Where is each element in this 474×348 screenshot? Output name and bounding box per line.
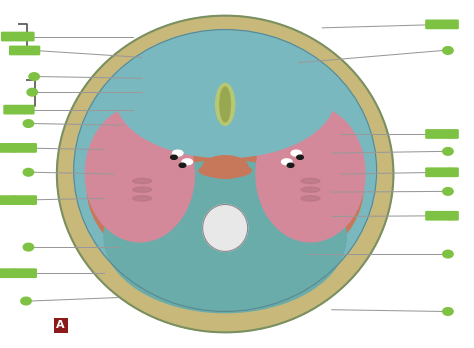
- Ellipse shape: [287, 163, 294, 167]
- Circle shape: [443, 308, 453, 315]
- Circle shape: [445, 21, 456, 28]
- Circle shape: [8, 269, 18, 277]
- Ellipse shape: [202, 156, 247, 179]
- Circle shape: [445, 168, 456, 176]
- Circle shape: [445, 130, 456, 138]
- Ellipse shape: [133, 187, 152, 192]
- Ellipse shape: [73, 30, 376, 311]
- Ellipse shape: [171, 155, 177, 159]
- Ellipse shape: [301, 178, 320, 184]
- FancyBboxPatch shape: [1, 32, 35, 41]
- Ellipse shape: [216, 84, 235, 125]
- Circle shape: [8, 196, 18, 204]
- Circle shape: [443, 250, 453, 258]
- Ellipse shape: [301, 196, 320, 201]
- Ellipse shape: [301, 187, 320, 192]
- Ellipse shape: [133, 196, 152, 201]
- Circle shape: [29, 73, 39, 80]
- Ellipse shape: [297, 155, 303, 159]
- Circle shape: [443, 47, 453, 54]
- Ellipse shape: [57, 16, 393, 332]
- Circle shape: [8, 144, 18, 152]
- Circle shape: [15, 33, 25, 40]
- Circle shape: [23, 243, 34, 251]
- FancyBboxPatch shape: [3, 105, 35, 114]
- FancyBboxPatch shape: [0, 143, 37, 153]
- Circle shape: [24, 47, 35, 54]
- Ellipse shape: [220, 87, 230, 122]
- FancyBboxPatch shape: [425, 129, 459, 139]
- Ellipse shape: [202, 205, 247, 251]
- Ellipse shape: [173, 150, 183, 156]
- Text: A: A: [56, 321, 65, 330]
- Circle shape: [21, 297, 31, 305]
- FancyBboxPatch shape: [0, 195, 37, 205]
- Ellipse shape: [85, 106, 194, 242]
- Ellipse shape: [282, 159, 292, 165]
- Ellipse shape: [104, 161, 346, 313]
- FancyBboxPatch shape: [425, 167, 459, 177]
- Circle shape: [443, 148, 453, 155]
- FancyBboxPatch shape: [0, 268, 37, 278]
- Circle shape: [23, 120, 34, 127]
- Ellipse shape: [199, 164, 251, 177]
- Circle shape: [27, 88, 37, 96]
- Ellipse shape: [182, 159, 192, 165]
- Ellipse shape: [179, 163, 186, 167]
- FancyBboxPatch shape: [425, 19, 459, 29]
- FancyBboxPatch shape: [425, 211, 459, 221]
- Circle shape: [443, 188, 453, 195]
- Text: A: A: [96, 86, 236, 262]
- Circle shape: [19, 106, 30, 113]
- Ellipse shape: [133, 178, 152, 184]
- Ellipse shape: [87, 93, 363, 283]
- Ellipse shape: [116, 37, 335, 158]
- Circle shape: [23, 168, 34, 176]
- Ellipse shape: [291, 150, 301, 156]
- Ellipse shape: [256, 106, 365, 242]
- Circle shape: [445, 212, 456, 220]
- FancyBboxPatch shape: [9, 46, 40, 55]
